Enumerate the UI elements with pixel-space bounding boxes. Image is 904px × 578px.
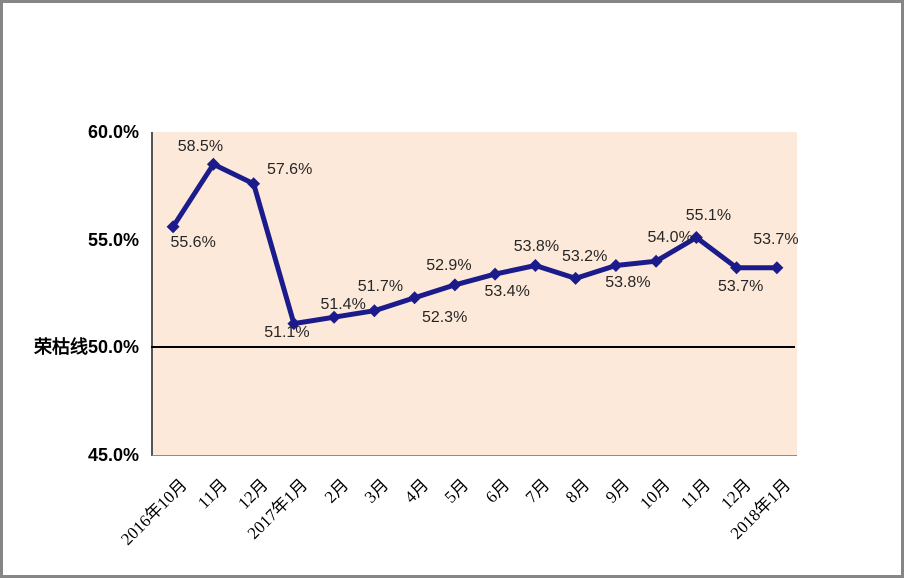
data-label: 55.1% — [685, 206, 732, 224]
x-tick-label: 2月 — [320, 475, 352, 507]
data-label: 58.5% — [177, 138, 224, 156]
data-label: 51.7% — [357, 277, 404, 295]
boom-bust-reference-line — [151, 346, 795, 349]
data-label: 55.6% — [170, 233, 216, 251]
data-label: 53.8% — [605, 273, 651, 291]
line-chart-svg — [166, 157, 784, 331]
y-tick-label: 60.0% — [87, 122, 139, 142]
data-label: 51.1% — [264, 323, 310, 341]
data-label: 57.6% — [266, 160, 313, 178]
x-tick-label: 4月 — [400, 475, 433, 507]
x-tick-label: 5月 — [441, 475, 473, 507]
data-label: 52.3% — [421, 308, 468, 326]
data-label: 54.0% — [647, 229, 693, 247]
x-tick-label: 9月 — [602, 475, 634, 507]
x-tick-label: 2016年10月 — [117, 475, 191, 549]
y-tick-label: 荣枯线50.0% — [33, 337, 139, 358]
x-tick-label: 7月 — [521, 475, 554, 507]
data-label: 53.7% — [717, 277, 764, 295]
x-tick-label: 11月 — [194, 475, 232, 513]
x-tick-label: 8月 — [561, 475, 594, 507]
y-tick-label: 55.0% — [87, 229, 139, 250]
data-label: 51.4% — [320, 296, 366, 314]
data-label: 52.9% — [426, 256, 472, 274]
x-tick-label: 3月 — [360, 475, 393, 507]
data-label: 53.4% — [484, 283, 530, 301]
data-label: 53.7% — [753, 230, 799, 248]
x-tick-label: 6月 — [481, 475, 513, 507]
data-label: 53.2% — [561, 248, 608, 266]
series-line — [170, 161, 780, 327]
plot-area — [151, 132, 797, 456]
x-tick-label: 11月 — [677, 475, 715, 513]
x-tick-label: 10月 — [636, 475, 674, 513]
data-label: 53.8% — [513, 237, 560, 255]
y-tick-label: 45.0% — [87, 445, 139, 465]
